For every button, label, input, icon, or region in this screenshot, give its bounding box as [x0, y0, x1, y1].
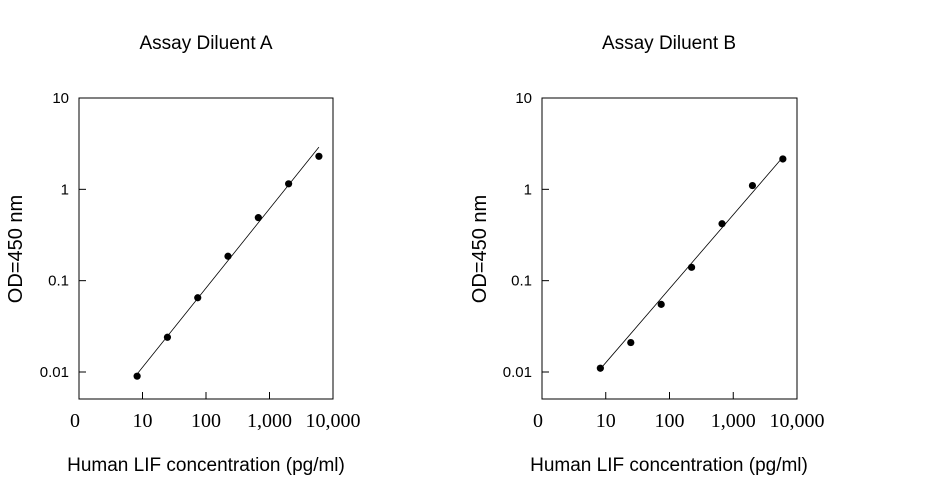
chart-2-y-tick-label: 10: [515, 90, 532, 107]
chart-2-data-point: [657, 300, 665, 308]
chart-1-x-tick-label: 1,000: [247, 410, 292, 432]
chart-1-data-point: [224, 252, 232, 260]
chart-1-x-axis-label: Human LIF concentration (pg/ml): [67, 455, 345, 476]
chart-2-data-point: [748, 181, 757, 190]
chart-2-title: Assay Diluent B: [602, 33, 736, 54]
chart-2-y-tick-label: 0.1: [511, 273, 532, 290]
chart-1-y-tick-label: 1: [61, 181, 69, 198]
chart-1-y-tick-label: 0.01: [40, 364, 69, 381]
chart-1-x-tick-label: 100: [191, 410, 221, 432]
chart-1-data-point: [315, 152, 323, 160]
chart-1-x-tick-label: 10,000: [306, 410, 361, 432]
chart-2-x-tick-label: 0: [533, 410, 543, 432]
chart-2-data-point: [596, 364, 604, 372]
chart-2-x-axis-label: Human LIF concentration (pg/ml): [530, 455, 808, 476]
chart-2-x-tick-label: 10: [596, 410, 616, 432]
chart-2-y-tick-label: 0.01: [503, 364, 532, 381]
chart-1-plot-frame: [78, 97, 334, 400]
chart-1-x-tick-label: 0: [70, 410, 80, 432]
chart-2-x-tick-label: 10,000: [770, 410, 825, 432]
chart-2-data-point: [718, 220, 726, 228]
chart-2-data-point: [627, 338, 635, 347]
chart-2-plot-frame: [541, 97, 798, 400]
chart-1-y-tick-label: 10: [52, 90, 69, 107]
chart-2-data-point: [687, 263, 696, 271]
chart-2-y-tick-label: 1: [524, 181, 532, 198]
chart-2-data-point: [779, 155, 787, 163]
chart-1-y-axis-label: OD=450 nm: [5, 195, 27, 303]
chart-1-data-point: [133, 372, 141, 380]
chart-1-data-point: [163, 333, 172, 341]
chart-2-x-tick-label: 100: [655, 410, 685, 432]
chart-1-data-point: [254, 214, 262, 222]
chart-2-y-axis-label: OD=450 nm: [469, 195, 491, 303]
chart-1-data-point: [285, 180, 293, 188]
chart-2-x-tick-label: 1,000: [711, 410, 756, 432]
chart-1-fit-line: [136, 146, 320, 375]
chart-1-x-tick-label: 10: [133, 410, 153, 432]
chart-1-data-point: [194, 294, 202, 302]
chart-1-title: Assay Diluent A: [139, 33, 272, 54]
chart-2-fit-line: [600, 156, 784, 370]
chart-1-y-tick-label: 0.1: [48, 273, 69, 290]
